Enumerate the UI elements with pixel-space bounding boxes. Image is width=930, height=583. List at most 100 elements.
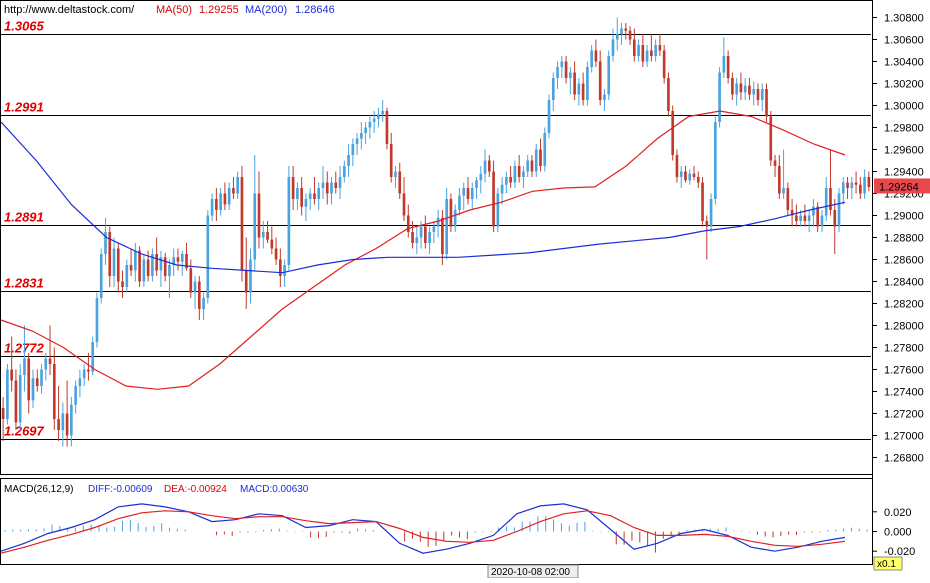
candle-body: [163, 257, 167, 276]
candle-body: [867, 177, 871, 187]
candle-body: [671, 111, 675, 155]
y-tick-label: 1.28000: [884, 321, 924, 333]
candle-body: [487, 160, 491, 172]
zoom-label[interactable]: x0.1: [877, 559, 896, 570]
candle-body: [168, 265, 171, 276]
candle-body: [125, 265, 129, 287]
candle-body: [134, 250, 137, 271]
ma50-label: MA(50): [156, 4, 192, 16]
candle-body: [432, 226, 436, 232]
candle-body: [816, 206, 820, 227]
candle-body: [155, 254, 158, 271]
candle-body: [419, 226, 423, 238]
candle-body: [850, 182, 854, 188]
y-tick-label: 1.30000: [884, 101, 924, 113]
candle-body: [18, 375, 22, 423]
candle-body: [701, 182, 704, 221]
candle-body: [236, 177, 240, 194]
y-tick-label: 1.30400: [884, 57, 924, 69]
candle-body: [462, 188, 466, 196]
candle-body: [159, 257, 163, 271]
candle-body: [547, 100, 551, 133]
candle-body: [829, 188, 832, 210]
candle-body: [496, 193, 500, 227]
macd-diff-line: [0, 503, 846, 554]
candle-body: [760, 89, 764, 100]
candle-body: [377, 114, 380, 119]
macd-dea-line: [0, 510, 846, 554]
candle-body: [722, 56, 726, 73]
candle-body: [355, 138, 359, 144]
level-label: 1.2891: [4, 210, 44, 225]
candle-body: [232, 188, 235, 194]
zoom-button[interactable]: [873, 556, 903, 571]
y-tick-label: 1.26800: [884, 453, 924, 465]
candle-body: [581, 83, 585, 100]
candle-body: [641, 45, 645, 62]
candle-body: [603, 94, 606, 100]
candle-body: [23, 358, 26, 375]
candle-body: [291, 177, 295, 199]
candle-body: [215, 199, 218, 210]
candle-body: [530, 160, 534, 172]
level-label: 1.2697: [4, 424, 45, 439]
candle-body: [244, 270, 248, 293]
candle-body: [782, 188, 785, 194]
level-label: 1.2991: [4, 100, 44, 115]
candle-body: [394, 171, 397, 177]
candle-body: [270, 239, 274, 249]
y-tick-label: 1.29600: [884, 145, 924, 157]
candle-body: [718, 72, 721, 122]
candle-body: [138, 250, 141, 282]
y-tick-label: 1.30200: [884, 79, 924, 91]
candle-body: [577, 83, 581, 95]
candle-body: [441, 217, 444, 254]
candle-body: [449, 199, 453, 227]
level-label: 1.3065: [4, 19, 45, 34]
candle-body: [325, 182, 329, 194]
candle-body: [283, 265, 286, 276]
macd-title: MACD(26,12,9): [4, 484, 73, 495]
candle-body: [402, 193, 406, 216]
candle-body: [458, 195, 461, 210]
candle-body: [176, 257, 180, 262]
candle-body: [799, 215, 802, 221]
candle-body: [351, 144, 355, 155]
y-tick-label: 1.30800: [884, 13, 924, 25]
candle-body: [743, 85, 747, 93]
candle-body: [846, 182, 849, 188]
candle-body: [385, 111, 389, 144]
candle-body: [197, 281, 201, 309]
site-url[interactable]: http://www.deltastock.com/: [4, 4, 135, 16]
candle-body: [202, 298, 205, 309]
candle-body: [296, 188, 299, 199]
candle-body: [748, 85, 751, 95]
candle-body: [824, 188, 828, 216]
y-tick-label: 1.29800: [884, 123, 924, 135]
candle-body: [142, 259, 146, 282]
candle-body: [261, 232, 265, 238]
candle-body: [206, 215, 210, 298]
candle-body: [709, 199, 713, 227]
candle-body: [61, 413, 65, 430]
candle-body: [342, 166, 346, 177]
candle-body: [146, 259, 150, 276]
candle-body: [108, 232, 112, 276]
macd-y-tick-label: 0.020: [884, 507, 912, 519]
candle-body: [492, 171, 495, 227]
candle-body: [338, 177, 342, 188]
candle-body: [513, 166, 517, 183]
candle-body: [48, 358, 52, 364]
candle-body: [112, 248, 116, 276]
candle-body: [551, 78, 555, 100]
candle-body: [172, 257, 176, 265]
candle-body: [223, 193, 227, 205]
y-tick-label: 1.27800: [884, 343, 924, 355]
candle-body: [470, 188, 474, 199]
candle-body: [266, 232, 269, 240]
candle-body: [790, 210, 794, 216]
candle-body: [628, 30, 632, 40]
candle-body: [679, 171, 683, 177]
